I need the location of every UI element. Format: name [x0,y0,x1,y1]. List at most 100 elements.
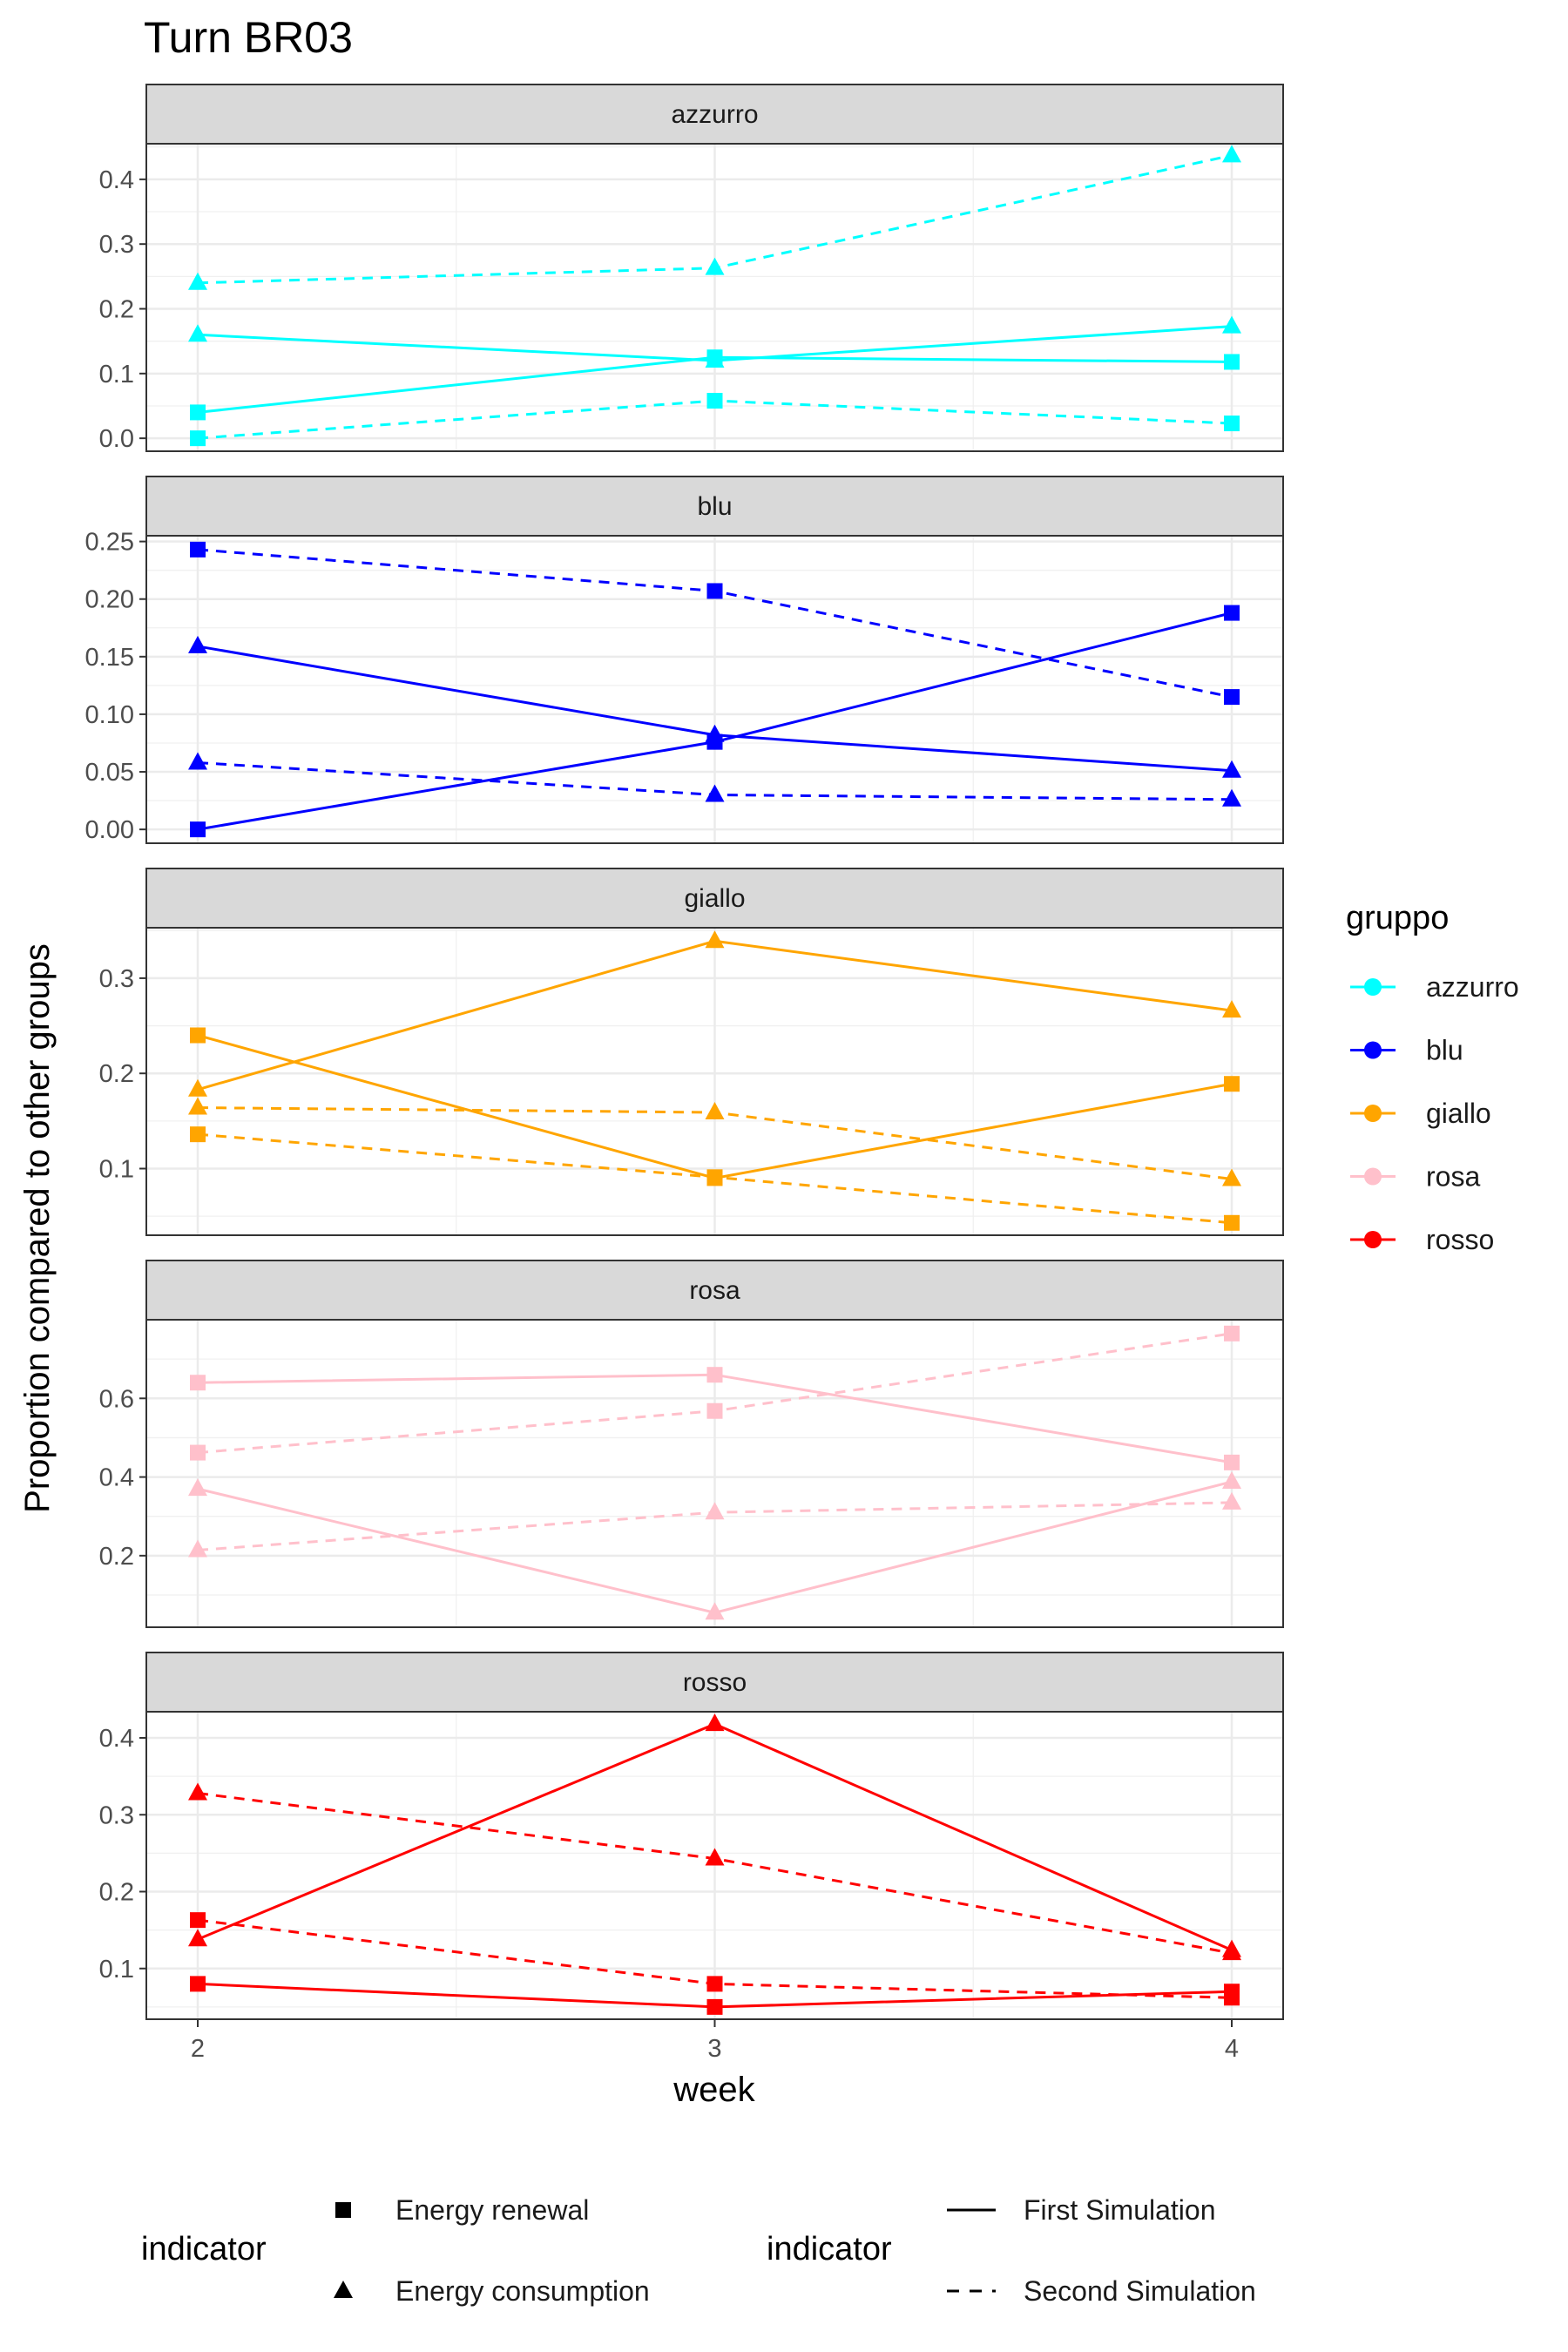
y-tick-label: 0.2 [99,1879,134,1907]
data-point [705,784,725,802]
data-point [1224,1325,1240,1342]
x-tick-label: 3 [707,2035,721,2063]
facet-panel-azzurro: azzurro 0.0 0.1 0.2 0.3 0.4 [99,84,1284,453]
data-point [1224,1454,1240,1470]
facet-panel-giallo: giallo 0.1 0.2 0.3 [99,868,1284,1236]
data-point [188,1478,207,1497]
color-legend-title: gruppo [1346,900,1449,936]
y-tick-label: 0.10 [85,701,134,729]
color-legend-label: giallo [1426,1098,1491,1129]
linetype-legend-label: Second Simulation [1024,2275,1256,2307]
facet-strip-label: giallo [684,884,745,913]
y-tick-label: 0.2 [99,1060,134,1088]
color-legend-item: giallo [1350,1098,1491,1129]
y-tick-label: 0.1 [99,1956,134,1984]
facet-strip-label: blu [697,492,732,521]
x-axis-title: week [672,2071,755,2109]
bottom-legend: indicator indicator Energy renewal Energy… [141,2194,1256,2307]
facet-strip [145,476,1284,537]
y-axis-title: Proportion compared to other groups [18,943,57,1513]
data-point [1222,760,1241,778]
data-point [706,1367,723,1383]
facet-strip [145,868,1284,929]
data-point [1222,315,1241,334]
data-point [705,1848,725,1866]
data-point [190,1444,206,1461]
y-tick-label: 0.4 [99,1725,134,1753]
color-legend-label: blu [1426,1035,1463,1066]
data-point [1224,1076,1240,1092]
data-point [190,1912,206,1929]
data-point [705,349,725,368]
facet-strip [145,1260,1284,1321]
data-point [188,1539,207,1558]
data-point [188,1078,207,1097]
panel-border [145,143,1284,452]
data-point [706,1976,723,1992]
triangle-key-icon [334,2281,353,2298]
data-point [706,393,723,409]
shape-legend-label: Energy consumption [395,2275,650,2307]
color-legend-item: azzurro [1350,971,1519,1003]
data-point [188,1782,207,1801]
data-point [188,752,207,770]
facet-strip-label: rosso [683,1668,747,1697]
data-point [190,1027,206,1044]
y-tick-label: 0.1 [99,1155,134,1183]
data-point [705,1102,725,1120]
shape-legend-label: Energy renewal [395,2194,589,2226]
color-legend-label: rosso [1426,1224,1494,1255]
linetype-legend-label: First Simulation [1024,2194,1216,2226]
data-point [705,1502,725,1520]
chart-title: Turn BR03 [144,13,353,62]
y-tick-label: 0.4 [99,1464,134,1492]
y-tick-label: 0.3 [99,1801,134,1829]
linetype-legend-title: indicator [767,2231,892,2268]
y-tick-label: 0.3 [99,965,134,993]
data-point [1224,605,1240,621]
data-point [1224,1990,1240,2006]
y-tick-label: 0.2 [99,1543,134,1571]
data-point [190,541,206,558]
x-tick-label: 2 [191,2035,205,2063]
color-legend-item: blu [1350,1035,1463,1066]
y-tick-label: 0.6 [99,1385,134,1413]
data-point [1222,1491,1241,1510]
color-legend-item: rosso [1350,1224,1494,1255]
facet-strip [145,84,1284,145]
data-point [706,1998,723,2015]
data-point [1222,1000,1241,1018]
data-point [1222,1943,1241,1961]
color-legend-label: azzurro [1426,971,1519,1003]
data-point [1224,1214,1240,1231]
x-tick-label: 4 [1225,2035,1239,2063]
linetype-legend-item: First Simulation [947,2194,1216,2226]
data-point [190,404,206,421]
y-tick-label: 0.4 [99,166,134,194]
panel-border [145,1319,1284,1628]
data-point [705,1602,725,1620]
data-point [190,1976,206,1992]
data-point [705,1713,725,1732]
y-tick-label: 0.00 [85,816,134,844]
facet-panel-rosso: rosso 0.1 0.2 0.3 0.4 2 3 4 [99,1652,1284,2063]
y-tick-label: 0.15 [85,644,134,672]
panel-border [145,535,1284,844]
legend-point-key [1364,978,1382,996]
data-point [190,1126,206,1143]
y-tick-label: 0.25 [85,529,134,557]
y-tick-label: 0.0 [99,425,134,453]
data-point [1224,354,1240,370]
data-point [1222,1168,1241,1186]
legend-point-key [1364,1105,1382,1122]
facet-strip [145,1652,1284,1713]
color-legend-label: rosa [1426,1161,1480,1193]
color-legend-item: rosa [1350,1161,1480,1193]
data-point [705,930,725,949]
data-point [705,724,725,742]
data-point [190,1375,206,1391]
data-point [706,1402,723,1419]
data-point [706,583,723,599]
shape-legend-item: Energy renewal [335,2194,589,2226]
